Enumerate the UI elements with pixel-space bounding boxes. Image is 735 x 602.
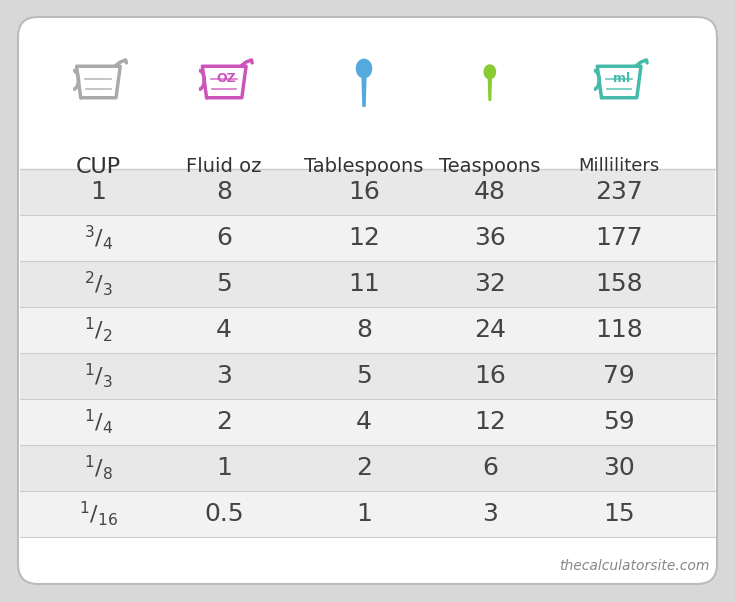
Text: 3: 3: [482, 502, 498, 526]
Polygon shape: [76, 66, 121, 98]
FancyBboxPatch shape: [20, 307, 715, 353]
Text: thecalculatorsite.com: thecalculatorsite.com: [559, 559, 709, 573]
Text: 4: 4: [216, 318, 232, 342]
Text: 2: 2: [356, 456, 372, 480]
Text: ml: ml: [613, 72, 630, 85]
Polygon shape: [202, 66, 246, 98]
Polygon shape: [598, 66, 641, 98]
Text: 237: 237: [595, 180, 643, 204]
FancyBboxPatch shape: [20, 491, 715, 537]
Text: 79: 79: [603, 364, 635, 388]
Text: $^{1}/_{3}$: $^{1}/_{3}$: [84, 362, 113, 391]
Text: 177: 177: [595, 226, 643, 250]
Text: 8: 8: [356, 318, 372, 342]
Text: 118: 118: [595, 318, 643, 342]
Text: 4: 4: [356, 410, 372, 434]
Text: $^{1}/_{4}$: $^{1}/_{4}$: [84, 408, 113, 436]
Text: $^{1}/_{2}$: $^{1}/_{2}$: [84, 315, 112, 344]
FancyBboxPatch shape: [20, 261, 715, 307]
Text: 11: 11: [348, 272, 380, 296]
FancyBboxPatch shape: [20, 353, 715, 399]
Text: 59: 59: [603, 410, 635, 434]
Text: Milliliters: Milliliters: [578, 157, 660, 175]
Text: 6: 6: [482, 456, 498, 480]
Text: 2: 2: [216, 410, 232, 434]
Ellipse shape: [356, 60, 372, 78]
Text: 158: 158: [595, 272, 643, 296]
Text: 32: 32: [474, 272, 506, 296]
Text: 8: 8: [216, 180, 232, 204]
Text: 12: 12: [348, 226, 380, 250]
Text: 5: 5: [356, 364, 372, 388]
Text: 16: 16: [474, 364, 506, 388]
Text: 36: 36: [474, 226, 506, 250]
Text: 16: 16: [348, 180, 380, 204]
Text: 1: 1: [216, 456, 232, 480]
Text: 6: 6: [216, 226, 232, 250]
Text: 1: 1: [356, 502, 372, 526]
Text: Fluid oz: Fluid oz: [187, 157, 262, 176]
Text: $^{2}/_{3}$: $^{2}/_{3}$: [84, 270, 113, 299]
Text: 5: 5: [216, 272, 232, 296]
Text: CUP: CUP: [76, 157, 121, 177]
Text: $^{3}/_{4}$: $^{3}/_{4}$: [84, 223, 113, 252]
Text: 30: 30: [603, 456, 635, 480]
Text: $^{1}/_{8}$: $^{1}/_{8}$: [84, 453, 113, 482]
FancyBboxPatch shape: [20, 399, 715, 445]
FancyBboxPatch shape: [18, 17, 717, 584]
Text: 12: 12: [474, 410, 506, 434]
Text: 24: 24: [474, 318, 506, 342]
Text: 0.5: 0.5: [204, 502, 244, 526]
Text: 1: 1: [90, 180, 107, 204]
Polygon shape: [488, 79, 491, 101]
FancyBboxPatch shape: [20, 215, 715, 261]
Text: Teaspoons: Teaspoons: [439, 157, 540, 176]
Text: $^{1}/_{16}$: $^{1}/_{16}$: [79, 500, 118, 529]
Text: 15: 15: [603, 502, 635, 526]
Polygon shape: [362, 78, 366, 107]
Text: 3: 3: [216, 364, 232, 388]
Text: 48: 48: [474, 180, 506, 204]
Text: OZ: OZ: [216, 72, 236, 85]
Text: Tablespoons: Tablespoons: [304, 157, 423, 176]
FancyBboxPatch shape: [20, 445, 715, 491]
FancyBboxPatch shape: [20, 169, 715, 215]
Ellipse shape: [484, 65, 495, 79]
